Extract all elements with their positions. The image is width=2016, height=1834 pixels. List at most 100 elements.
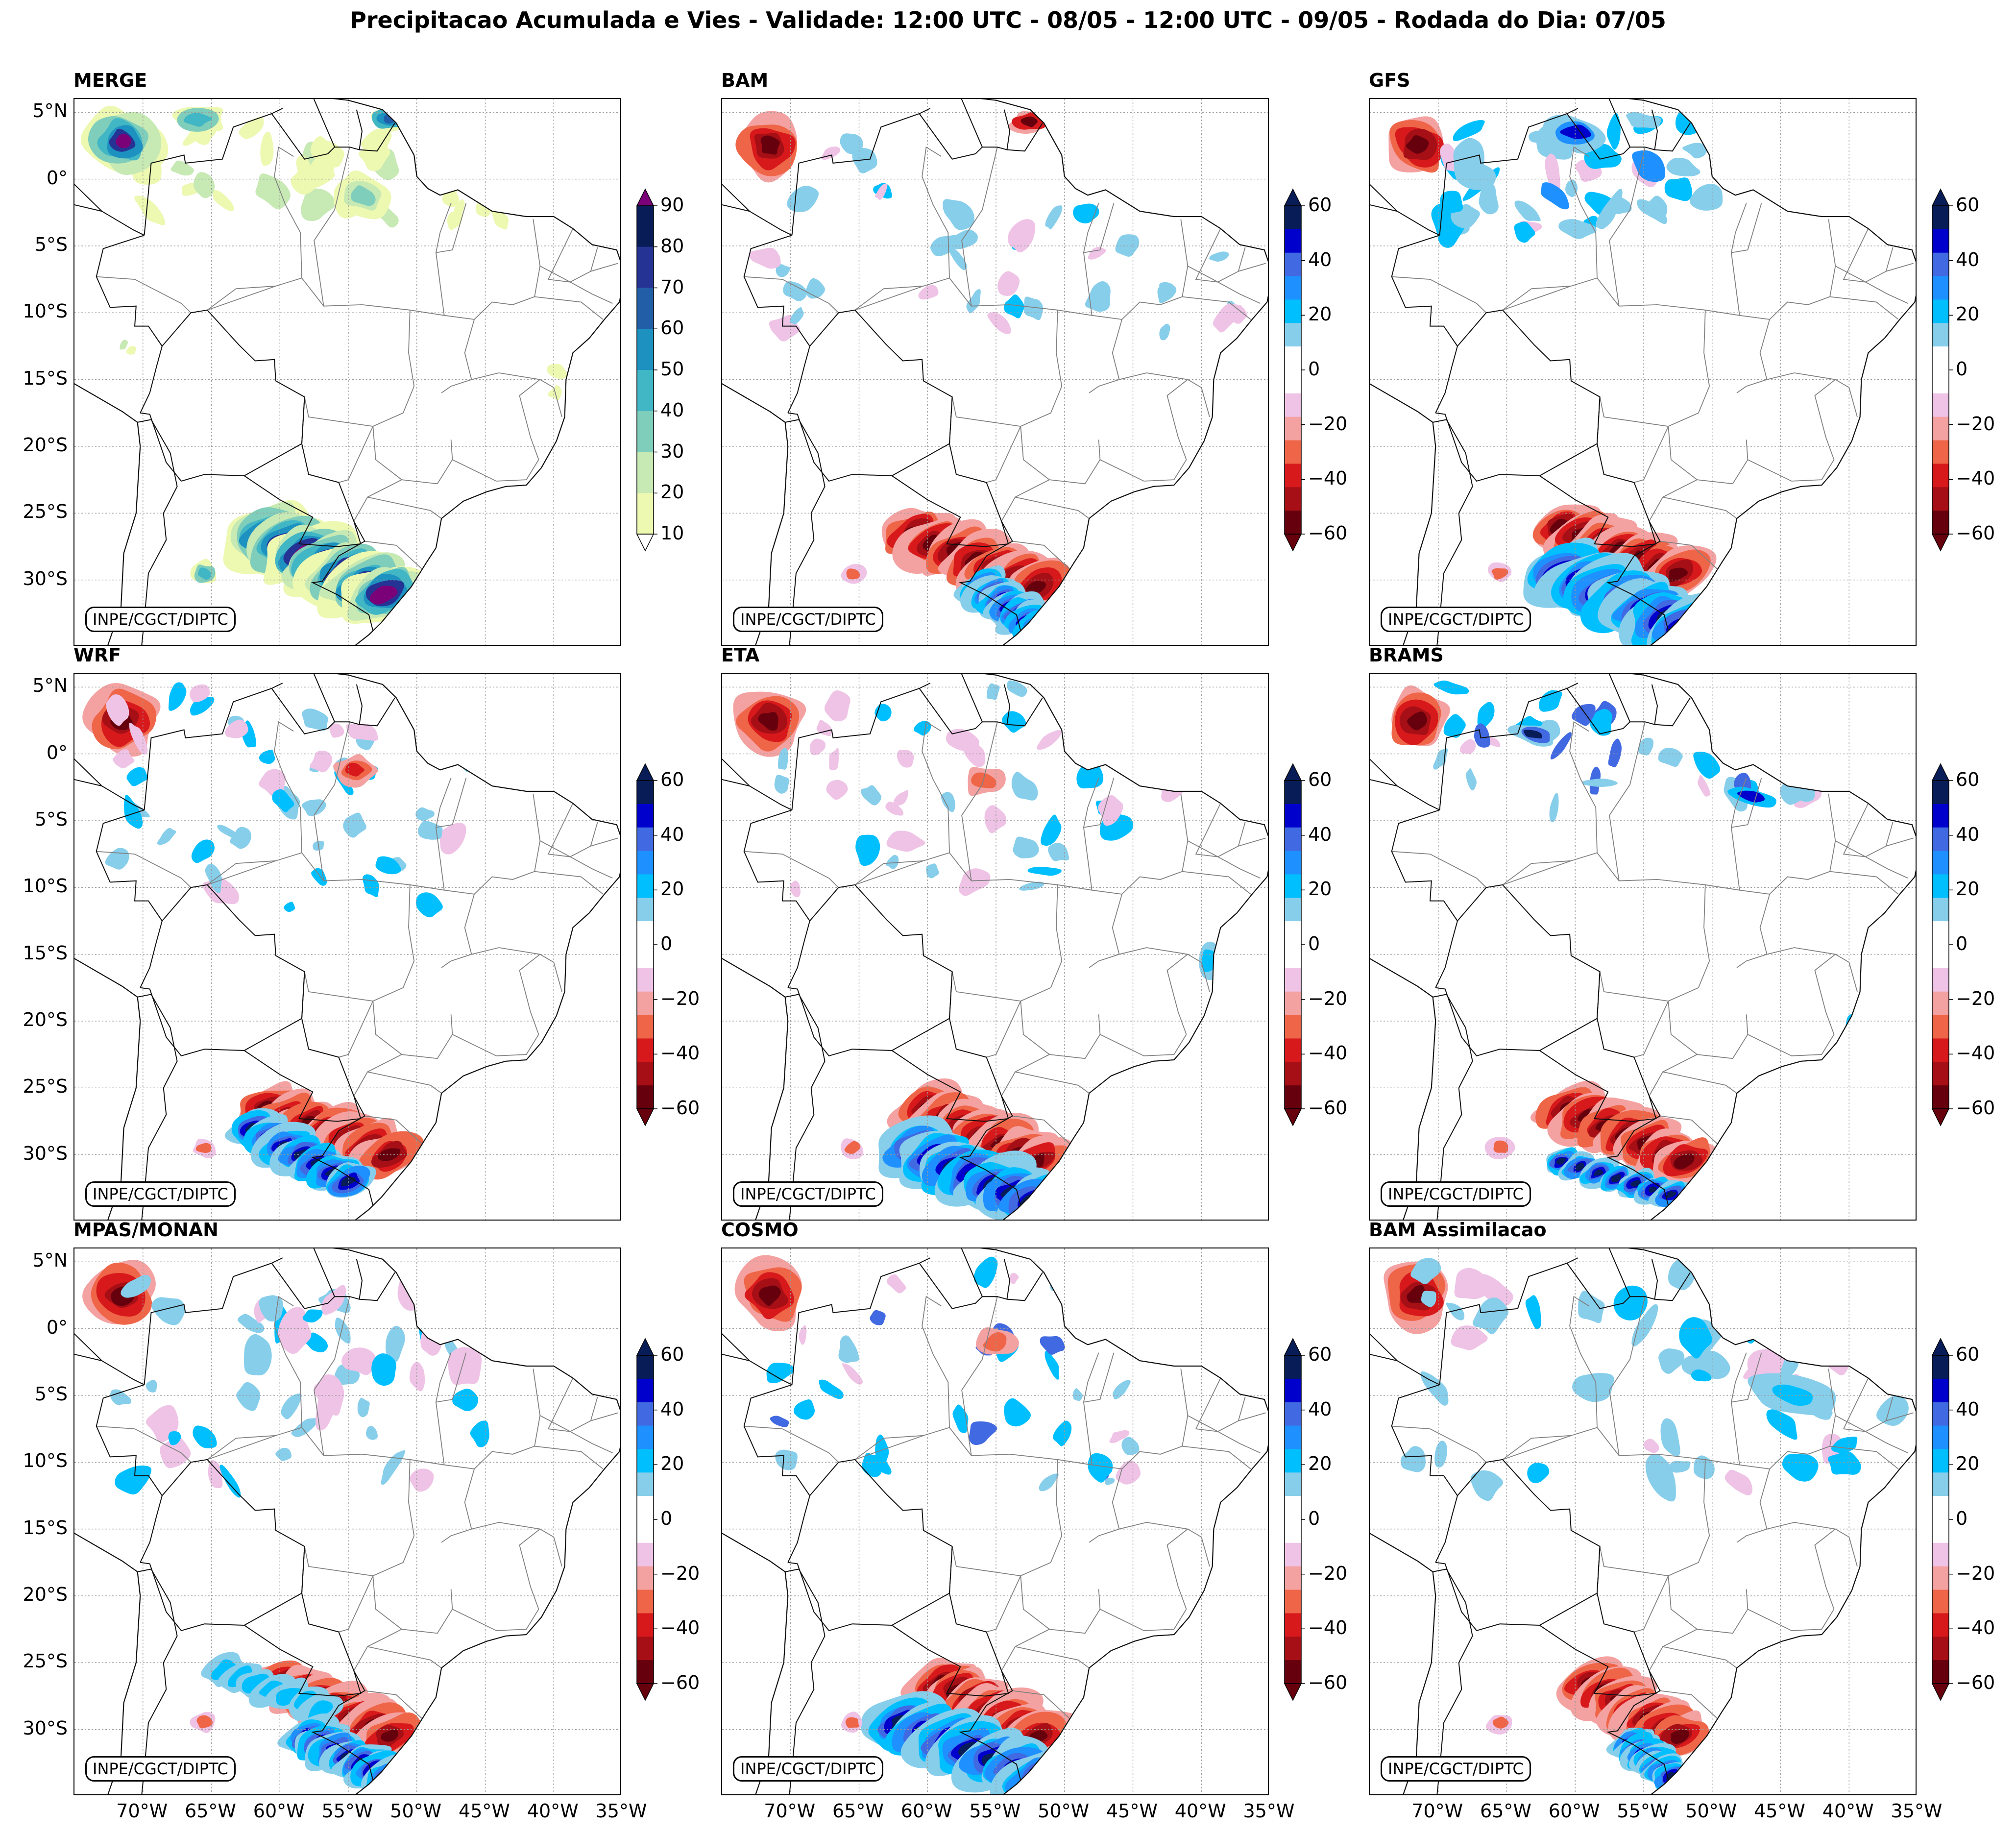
precip-patch	[1541, 182, 1569, 210]
colorbar-segment	[637, 1472, 654, 1496]
colorbar-tick-label: −60	[1308, 522, 1348, 544]
colorbar-tick-label: 80	[660, 235, 684, 257]
state-boundary	[339, 426, 374, 483]
bias-positive-south	[1666, 1191, 1676, 1198]
panel-title: WRF	[73, 644, 121, 666]
state-boundary	[441, 319, 475, 393]
precip-patch	[886, 1274, 906, 1294]
colorbar-tick-label: 60	[660, 1344, 684, 1365]
state-boundary	[1182, 296, 1251, 320]
precip-patch	[1550, 732, 1572, 760]
country-border	[1654, 122, 1691, 152]
precip-patch	[1209, 251, 1229, 262]
country-border	[1630, 1259, 1658, 1300]
state-boundary	[1649, 1629, 1698, 1671]
lon-tick-label: 60°W	[1548, 1800, 1600, 1822]
colorbar-segment	[1932, 874, 1949, 898]
lat-tick-label: 25°S	[23, 501, 68, 523]
country-border	[722, 184, 792, 236]
state-boundary	[1731, 203, 1747, 253]
precip-patch	[343, 812, 366, 838]
state-boundary	[1182, 871, 1251, 895]
state-boundary	[1767, 947, 1858, 992]
precip-contour	[846, 568, 860, 580]
precip-field	[735, 111, 1248, 645]
precip-patch	[275, 1447, 292, 1461]
colorbar-segment	[1285, 416, 1301, 441]
state-boundary	[1634, 1001, 1669, 1058]
precip-patch	[1440, 143, 1458, 172]
lat-tick-label: 0°	[46, 741, 68, 763]
colorbar-tick-label: −60	[1956, 1097, 1995, 1119]
precip-patch	[160, 1436, 191, 1468]
state-boundary	[274, 721, 302, 853]
state-boundary	[474, 794, 541, 895]
state-boundary	[367, 496, 442, 519]
country-border	[1433, 994, 1473, 1220]
state-boundary	[372, 1459, 453, 1634]
precip-patch	[272, 789, 294, 812]
colorbar-tick-label: 40	[1308, 1398, 1332, 1420]
precip-patch	[1817, 745, 1828, 757]
bias-negative-south	[380, 1729, 399, 1742]
lon-tick-label: 55°W	[321, 1800, 373, 1822]
credit-label: INPE/CGCT/DIPTC	[1381, 1181, 1531, 1207]
precip-patch	[959, 868, 991, 896]
gridlines	[722, 674, 1268, 1220]
precip-patch	[793, 1399, 815, 1420]
panel-title: ETA	[721, 644, 760, 666]
map-gfs: INPE/CGCT/DIPTC	[1369, 98, 1917, 646]
precip-contour	[844, 1141, 861, 1154]
state-boundary	[1391, 851, 1487, 888]
colorbar-segment	[1285, 1355, 1301, 1379]
state-boundary	[1731, 778, 1747, 828]
precip-patch	[766, 1362, 795, 1383]
state-boundary	[519, 379, 540, 460]
colorbar-segment	[1285, 898, 1301, 922]
colorbar-segment	[637, 1637, 654, 1661]
colorbar-segment	[1285, 1425, 1301, 1449]
precip-patch	[961, 737, 986, 768]
precip-patch	[329, 723, 344, 738]
colorbar-tick-label: 40	[660, 399, 684, 421]
state-boundary	[1769, 219, 1836, 320]
gridlines	[1370, 674, 1916, 1220]
lon-tick-label: 35°W	[1243, 1800, 1295, 1822]
precip-contour	[351, 185, 376, 206]
precip-field	[82, 1255, 489, 1794]
state-boundary	[539, 266, 613, 304]
colorbar-segment	[1285, 1496, 1301, 1520]
colorbar-extend-top	[636, 1338, 655, 1356]
colorbar-segment	[1932, 276, 1949, 300]
state-boundary	[1865, 1396, 1894, 1432]
state-boundary	[314, 147, 350, 306]
precip-patch	[1440, 191, 1463, 214]
country-border	[1606, 521, 1669, 636]
state-boundary	[539, 1415, 613, 1454]
country-border	[791, 108, 931, 236]
colorbar-tick-label: 20	[1308, 1453, 1332, 1475]
gridlines	[74, 1248, 620, 1794]
precip-patch	[1453, 138, 1484, 181]
precip-patch	[120, 340, 128, 350]
colorbar-segment	[1285, 323, 1301, 347]
precip-patch	[124, 794, 143, 829]
precip-patch	[819, 1379, 844, 1399]
colorbar-segment	[1932, 1402, 1949, 1426]
precip-patch	[1782, 1454, 1819, 1482]
colorbar-tick-label: 20	[660, 481, 684, 503]
state-boundary	[1001, 479, 1050, 522]
precip-patch	[134, 196, 166, 225]
colorbar-segment	[637, 1449, 654, 1473]
state-boundary	[1187, 1415, 1261, 1454]
state-boundary	[1121, 794, 1189, 895]
precip-patch	[454, 199, 465, 216]
precip-patch	[1608, 738, 1622, 768]
country-border	[919, 99, 983, 160]
lat-tick-label: 25°S	[23, 1650, 68, 1672]
colorbar-extend-bottom	[636, 1683, 655, 1701]
precip-patch	[969, 1421, 997, 1445]
country-border	[785, 419, 826, 645]
bias-negative-northwest	[758, 712, 778, 731]
precip-patch	[1660, 1418, 1680, 1457]
